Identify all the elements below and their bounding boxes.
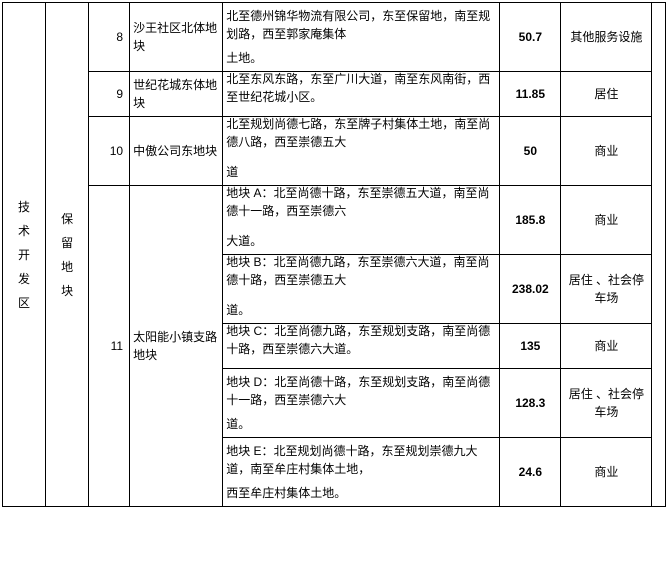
cell-desc: 北至德州锦华物流有限公司，东至保留地，南至规划路，西至郭家庵集体 土地。: [223, 3, 500, 72]
cell-desc: 北至规划尚德七路，东至牌子村集体土地，南至尚德八路，西至崇德五大 道: [223, 117, 500, 186]
cell-use: 居住 、社会停车场: [561, 369, 652, 438]
table-row: 10 中傲公司东地块 北至规划尚德七路，东至牌子村集体土地，南至尚德八路，西至崇…: [3, 117, 666, 186]
cell-desc: 地块 D：北至尚德十路，东至规划支路，南至尚德十一路，西至崇德六大 道。: [223, 369, 500, 438]
cell-num: 8: [89, 3, 130, 72]
block-char: 保: [49, 207, 85, 231]
cell-name: 世纪花城东体地块: [130, 72, 223, 117]
cell-value: 185.8: [500, 186, 561, 255]
table-row: 技 术 开 发 区 保 留 地 块 8 沙王社区北体地块 北至德州锦华物流有限公…: [3, 3, 666, 72]
cell-name: 中傲公司东地块: [130, 117, 223, 186]
block-char: 地: [49, 255, 85, 279]
desc-line: 道。: [226, 415, 496, 433]
desc-line: 大道。: [226, 232, 496, 250]
cell-name: 太阳能小镇支路地块: [130, 186, 223, 507]
desc-line: 地块 E：北至规划尚德十路，东至规划崇德九大道，南至牟庄村集体土地，: [226, 442, 496, 478]
cell-num: 9: [89, 72, 130, 117]
desc-line: 北至规划尚德七路，东至牌子村集体土地，南至尚德八路，西至崇德五大: [226, 115, 496, 151]
cell-value: 135: [500, 324, 561, 369]
desc-line: 北至东风东路，东至广川大道，南至东风南街，西至世纪花城小区。: [226, 70, 496, 106]
cell-value: 238.02: [500, 255, 561, 324]
desc-line: 西至牟庄村集体土地。: [226, 484, 496, 502]
cell-desc: 地块 C：北至尚德九路，东至规划支路，南至尚德十路，西至崇德六大道。: [223, 324, 500, 369]
block-char: 留: [49, 231, 85, 255]
table-row: 11 太阳能小镇支路地块 地块 A：北至尚德十路，东至崇德五大道，南至尚德十一路…: [3, 186, 666, 255]
cell-value: 24.6: [500, 438, 561, 507]
cell-value: 11.85: [500, 72, 561, 117]
cell-value: 128.3: [500, 369, 561, 438]
zone-char: 技: [6, 195, 42, 219]
cell-zone: 技 术 开 发 区: [3, 3, 46, 507]
cell-value: 50.7: [500, 3, 561, 72]
cell-desc: 地块 A：北至尚德十路，东至崇德五大道，南至尚德十一路，西至崇德六 大道。: [223, 186, 500, 255]
desc-line: 土地。: [226, 49, 496, 67]
cell-desc: 地块 E：北至规划尚德十路，东至规划崇德九大道，南至牟庄村集体土地， 西至牟庄村…: [223, 438, 500, 507]
cell-use: 其他服务设施: [561, 3, 652, 72]
cell-use: 商业: [561, 438, 652, 507]
desc-line: 道: [226, 163, 496, 181]
desc-line: 道。: [226, 301, 496, 319]
cell-use: 商业: [561, 324, 652, 369]
cell-block: 保 留 地 块: [46, 3, 89, 507]
desc-line: 地块 C：北至尚德九路，东至规划支路，南至尚德十路，西至崇德六大道。: [226, 322, 496, 358]
zone-char: 开: [6, 243, 42, 267]
cell-value: 50: [500, 117, 561, 186]
cell-name: 沙王社区北体地块: [130, 3, 223, 72]
desc-line: 地块 B：北至尚德九路，东至崇德六大道，南至尚德十路，西至崇德五大: [226, 253, 496, 289]
desc-line: 北至德州锦华物流有限公司，东至保留地，南至规划路，西至郭家庵集体: [226, 7, 496, 43]
cell-use: 商业: [561, 117, 652, 186]
desc-line: 地块 A：北至尚德十路，东至崇德五大道，南至尚德十一路，西至崇德六: [226, 184, 496, 220]
table-row: 9 世纪花城东体地块 北至东风东路，东至广川大道，南至东风南街，西至世纪花城小区…: [3, 72, 666, 117]
cell-tail: [652, 3, 666, 507]
zone-char: 术: [6, 219, 42, 243]
cell-num: 10: [89, 117, 130, 186]
cell-use: 居住: [561, 72, 652, 117]
cell-use: 商业: [561, 186, 652, 255]
cell-use: 居住 、社会停车场: [561, 255, 652, 324]
desc-line: 地块 D：北至尚德十路，东至规划支路，南至尚德十一路，西至崇德六大: [226, 373, 496, 409]
zone-char: 区: [6, 291, 42, 315]
cell-desc: 地块 B：北至尚德九路，东至崇德六大道，南至尚德十路，西至崇德五大 道。: [223, 255, 500, 324]
land-table: 技 术 开 发 区 保 留 地 块 8 沙王社区北体地块 北至德州锦华物流有限公…: [2, 2, 666, 507]
block-char: 块: [49, 279, 85, 303]
zone-char: 发: [6, 267, 42, 291]
cell-num: 11: [89, 186, 130, 507]
cell-desc: 北至东风东路，东至广川大道，南至东风南街，西至世纪花城小区。: [223, 72, 500, 117]
